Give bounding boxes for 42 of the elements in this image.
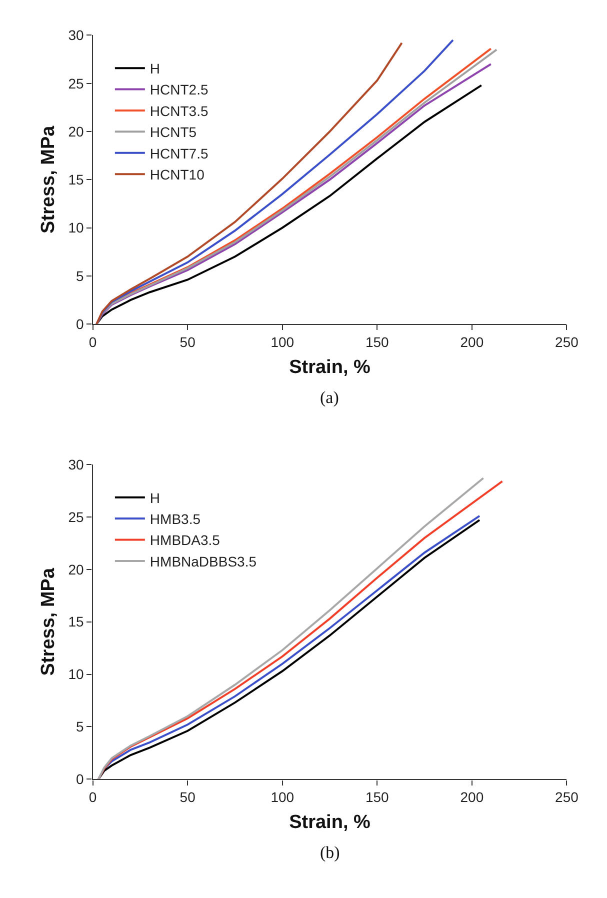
y-tick-label: 20 [68,123,84,140]
y-tick-label: 10 [68,666,84,682]
x-tick-label: 150 [365,334,390,350]
x-axis-title: Strain, % [289,812,371,833]
x-tick-label: 250 [555,334,579,350]
x-tick-label: 150 [365,789,390,806]
x-tick-label: 100 [270,334,294,350]
x-tick-label: 0 [88,334,97,350]
x-tick-label: 100 [270,789,294,806]
y-tick-label: 25 [68,75,84,92]
legend-label: HCNT2.5 [150,82,208,98]
x-axis-title: Strain, % [289,356,371,378]
y-tick-label: 15 [68,614,84,630]
legend-label: H [150,490,160,506]
x-tick-label: 50 [180,334,196,350]
text: (a) [320,388,339,407]
legend-label: HCNT5 [150,124,197,140]
x-tick-label: 50 [180,789,196,806]
y-axis-title: Stress, MPa [38,568,60,676]
x-tick-label: 250 [555,789,579,806]
x-tick-label: 200 [460,789,484,806]
text: (b) [320,843,340,862]
y-tick-label: 10 [68,220,84,236]
y-tick-label: 5 [76,268,84,284]
legend-label: HMBNaDBBS3.5 [150,553,257,570]
y-tick-label: 5 [76,718,84,735]
y-tick-label: 0 [76,771,84,788]
legend-label: HMBDA3.5 [150,532,220,548]
legend-label: H [150,60,160,77]
x-tick-label: 0 [88,789,97,806]
y-tick-label: 25 [68,508,84,525]
legend-label: HCNT10 [150,166,205,183]
legend-label: HCNT7.5 [150,145,208,162]
y-tick-label: 15 [68,172,84,188]
x-tick-label: 200 [460,334,484,350]
y-tick-label: 30 [68,27,84,44]
legend-label: HMB3.5 [150,511,201,528]
legend-label: HCNT3.5 [150,102,208,119]
y-axis-title: Stress, MPa [38,125,60,234]
y-tick-label: 20 [68,561,84,578]
y-tick-label: 0 [76,316,84,332]
y-tick-label: 30 [68,456,84,472]
